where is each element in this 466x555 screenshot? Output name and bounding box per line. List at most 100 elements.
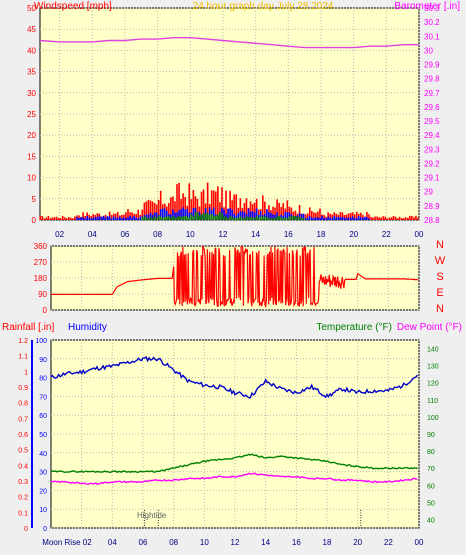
wind-average-bar (139, 216, 142, 220)
wind-gust-bar (308, 207, 311, 220)
dewpoint-line (50, 472, 418, 485)
wind-gust-bar (49, 218, 52, 220)
wind-gust-bar (92, 213, 95, 220)
windspeed-tick-label: 35 (27, 68, 36, 77)
hour-tick-labels-bottom: Moon Rise 02 04 06 08 10 12 14 16 18 20 22 00 (42, 538, 424, 547)
windspeed-tick-label: 50 (27, 4, 36, 13)
wind-gust-bar (360, 212, 362, 220)
wind-average-bar (159, 209, 162, 220)
wind-average-bar (184, 209, 186, 220)
wind-average-bar (319, 217, 321, 220)
wind-light-bar (186, 216, 189, 220)
wind-average-bar (357, 216, 360, 220)
hour-tick-label: 06 (120, 230, 129, 239)
wind-light-bar (172, 215, 174, 220)
humidity-tick-label: 50 (39, 432, 47, 439)
wind-light-bar (221, 213, 223, 220)
wind-average-bar (182, 207, 184, 220)
wind-gust-bar (117, 212, 119, 220)
wind-gust-bar (282, 203, 285, 220)
wind-gust-bar (202, 189, 205, 220)
wind-gust-bar (192, 189, 195, 220)
wind-gust-bar (215, 191, 217, 220)
wind-gust-bar (368, 214, 370, 220)
wind-light-bar (302, 218, 305, 220)
wind-average-bar (147, 214, 150, 220)
compass-label: S (436, 271, 443, 283)
wind-direction-tick-label: 0 (43, 306, 48, 315)
wind-gust-bar (286, 200, 289, 220)
wind-average-bar (112, 216, 115, 220)
humidity-tick-label: 0 (43, 526, 47, 533)
wind-gust-bar (394, 216, 397, 220)
rainfall-tick-label: 0.5 (18, 448, 28, 455)
wind-average-bar (137, 218, 140, 220)
rain-humidity-temperature-panel: 0 0.1 0.2 0.3 0.4 0.5 0.6 0.7 0.8 0.9 1 1.1 1.2 0 10 2… (2, 322, 462, 547)
wind-average-bar (343, 217, 346, 220)
compass-label: N (436, 303, 444, 315)
hour-tick-labels-top: 02 04 06 08 10 12 14 16 18 20 22 00 (55, 230, 424, 239)
wind-gust-bar (82, 212, 84, 220)
wind-gust-bar (347, 213, 350, 220)
wind-gust-bar (137, 209, 140, 220)
wind-average-bar (247, 208, 250, 220)
wind-light-bar (280, 217, 282, 220)
wind-average-bar (166, 210, 168, 220)
wind-gust-bar (349, 212, 352, 220)
wind-gust-bar (149, 200, 152, 220)
wind-gust-bar (276, 199, 278, 220)
wind-gust-bar (47, 216, 50, 220)
wind-light-bar (204, 213, 207, 220)
wind-gust-bar (294, 210, 297, 220)
wind-gust-bar (114, 213, 117, 220)
wind-gust-bar (243, 203, 246, 220)
wind-light-bar (255, 215, 258, 220)
wind-gust-bar (415, 215, 417, 220)
wind-gust-bar (261, 195, 264, 220)
wind-gust-bar (143, 202, 146, 220)
wind-light-bar (196, 211, 199, 220)
wind-average-bar (366, 217, 368, 220)
wind-average-bar (131, 217, 133, 220)
wind-gust-bar (200, 191, 203, 220)
wind-gust-bar (406, 217, 409, 220)
barometer-tick-label: 30.1 (424, 32, 440, 41)
hightide-annotation: Hightide (137, 511, 167, 520)
wind-average-bar (276, 212, 278, 220)
wind-light-bar (223, 216, 225, 220)
wind-average-bar (349, 217, 352, 220)
wind-gust-bar (157, 199, 160, 220)
wind-gust-bar (67, 217, 70, 220)
wind-gust-bar (319, 208, 321, 220)
wind-gust-bar (400, 218, 403, 220)
wind-gust-bar (72, 218, 74, 220)
barometer-tick-label: 29.6 (424, 103, 440, 112)
wind-average-bar (231, 209, 233, 220)
wind-average-bar (253, 212, 256, 220)
wind-direction-tick-label: 180 (34, 274, 48, 283)
wind-gust-bar (362, 214, 364, 220)
humidity-tick-label: 100 (35, 338, 47, 345)
wind-light-bar (200, 214, 203, 220)
wind-average-bar (78, 217, 80, 220)
wind-average-bar (308, 216, 311, 220)
wind-gust-bar (310, 210, 313, 220)
wind-average-bar (286, 212, 289, 220)
wind-light-bar (190, 214, 193, 220)
humidity-line (50, 356, 419, 399)
rainfall-tick-label: 1.1 (18, 354, 28, 361)
wind-gust-bar (343, 215, 346, 220)
wind-gust-bar (153, 202, 156, 220)
wind-light-bar (198, 215, 201, 220)
wind-average-bar (368, 218, 370, 220)
wind-gust-bar (131, 212, 133, 220)
wind-light-bar (166, 216, 168, 220)
wind-direction-tick-labels: 0 90 180 270 360 (34, 242, 48, 315)
hour-tick-label: 14 (261, 538, 270, 547)
wind-average-bar (229, 208, 231, 220)
wind-average-bar (337, 216, 340, 220)
wind-gust-bar (229, 190, 231, 220)
wind-light-bar (219, 211, 221, 220)
wind-light-bar (157, 215, 160, 220)
